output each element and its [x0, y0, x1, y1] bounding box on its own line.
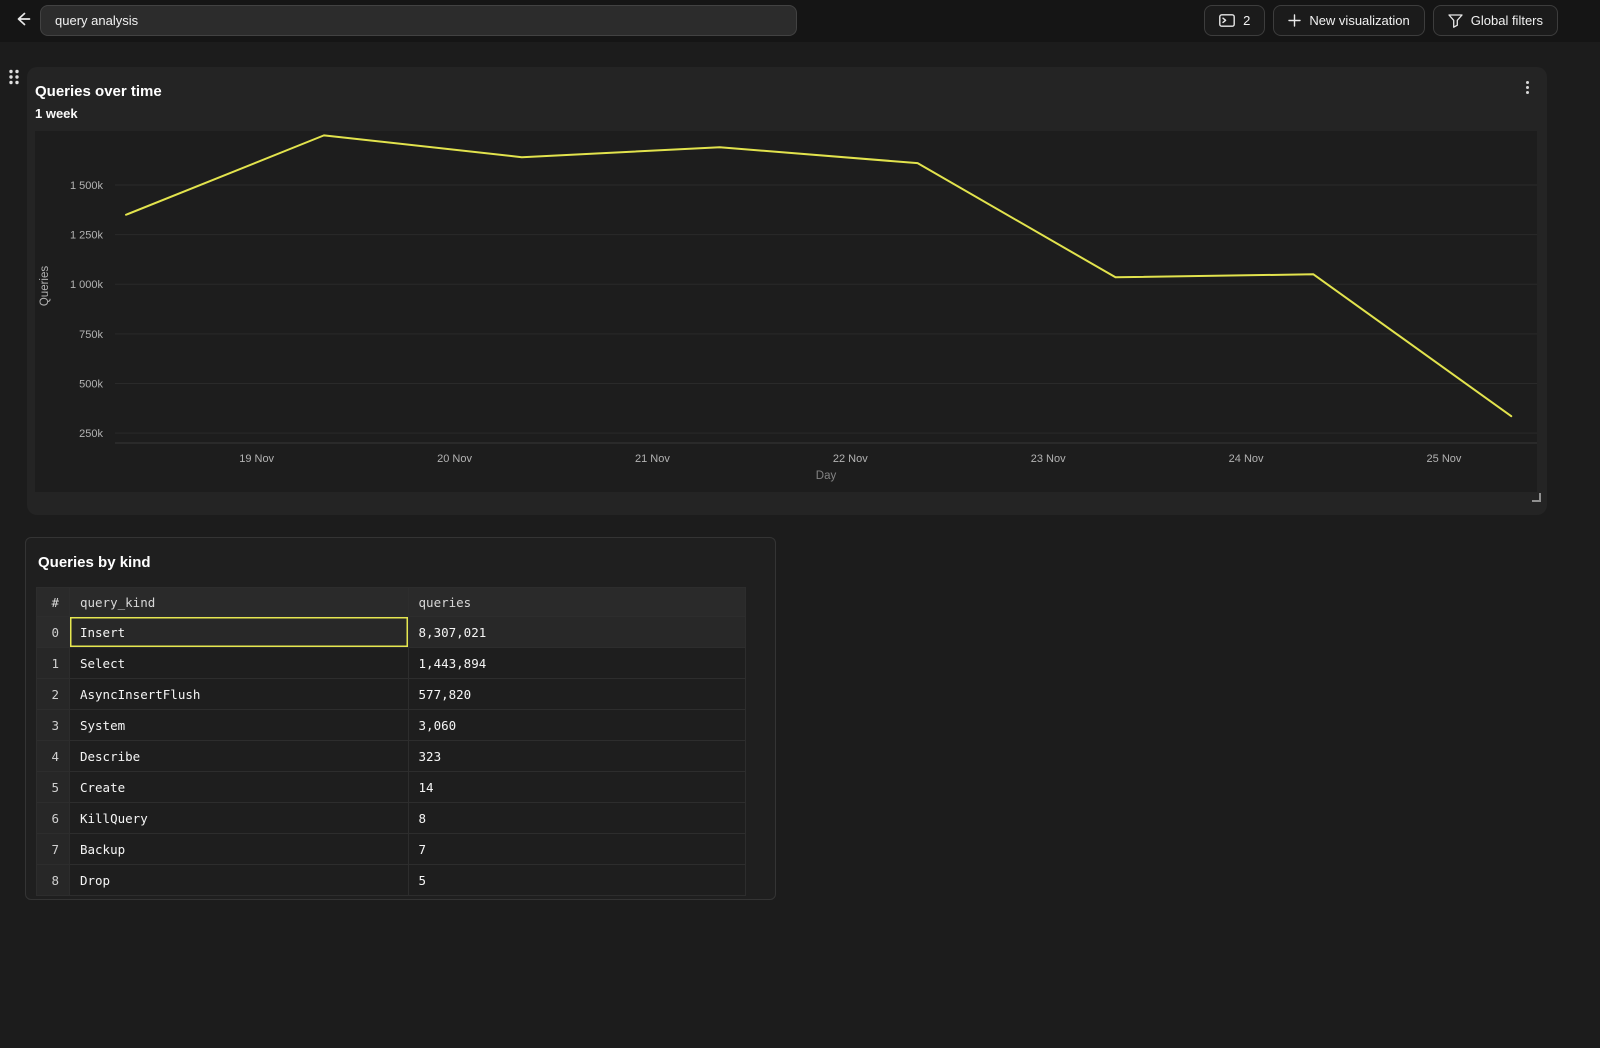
new-visualization-button[interactable]: New visualization	[1273, 5, 1425, 36]
svg-text:19 Nov: 19 Nov	[239, 453, 274, 465]
query-kind-cell[interactable]: KillQuery	[68, 802, 409, 834]
svg-text:24 Nov: 24 Nov	[1229, 453, 1264, 465]
row-index-cell[interactable]: 8	[36, 864, 70, 896]
svg-text:Day: Day	[816, 470, 837, 482]
svg-text:750k: 750k	[79, 329, 103, 341]
funnel-icon	[1448, 13, 1463, 28]
svg-text:22 Nov: 22 Nov	[833, 453, 868, 465]
grip-dots-icon[interactable]	[7, 68, 21, 86]
svg-text:1 000k: 1 000k	[70, 279, 104, 291]
query-kind-cell[interactable]: Create	[68, 771, 409, 803]
row-index-cell[interactable]: 2	[36, 678, 70, 710]
query-kind-cell[interactable]: Describe	[68, 740, 409, 772]
queries-cell[interactable]: 577,820	[407, 678, 747, 710]
table-row: 0 Insert 8,307,021	[36, 616, 747, 648]
queries-cell[interactable]: 7	[407, 833, 747, 865]
new-visualization-label: New visualization	[1309, 13, 1410, 28]
chart-panel-subtitle: 1 week	[35, 106, 78, 121]
row-index-cell[interactable]: 4	[36, 740, 70, 772]
topbar-actions: 2 New visualization Global filters	[1204, 5, 1558, 36]
row-index-cell[interactable]: 6	[36, 802, 70, 834]
svg-text:500k: 500k	[79, 378, 103, 390]
dashboard-title-input[interactable]	[40, 5, 797, 36]
query-kind-cell[interactable]: Backup	[68, 833, 409, 865]
svg-text:21 Nov: 21 Nov	[635, 453, 670, 465]
svg-text:25 Nov: 25 Nov	[1427, 453, 1462, 465]
queries-over-time-panel: Queries over time 1 week 250k 500k 750k 1 0…	[27, 67, 1547, 515]
queries-cell[interactable]: 8,307,021	[407, 616, 747, 648]
query-kind-cell[interactable]: Insert	[68, 616, 409, 648]
table-header-row: # query_kind queries	[36, 587, 747, 617]
table-row: 1 Select 1,443,894	[36, 647, 747, 679]
console-count-button[interactable]: 2	[1204, 5, 1266, 36]
queries-by-kind-table: # query_kind queries 0 Insert 8,307,021 1 Se…	[36, 587, 747, 896]
table-row: 3 System 3,060	[36, 709, 747, 741]
query-kind-cell[interactable]: System	[68, 709, 409, 741]
kebab-menu-icon[interactable]	[1520, 79, 1534, 95]
header-cell-queries[interactable]: queries	[407, 587, 747, 617]
row-index-cell[interactable]: 3	[36, 709, 70, 741]
back-button[interactable]	[8, 5, 38, 36]
header-cell-index[interactable]: #	[36, 587, 70, 617]
queries-cell[interactable]: 323	[407, 740, 747, 772]
queries-cell[interactable]: 14	[407, 771, 747, 803]
svg-text:Queries: Queries	[39, 266, 51, 307]
svg-text:250k: 250k	[79, 428, 103, 440]
console-window-icon	[1219, 14, 1235, 27]
chart-panel-title: Queries over time	[35, 83, 162, 100]
global-filters-button[interactable]: Global filters	[1432, 5, 1558, 36]
arrow-left-icon	[13, 9, 33, 32]
queries-cell[interactable]: 5	[407, 864, 747, 896]
queries-over-time-chart[interactable]: 250k 500k 750k 1 000k 1 250k 1 500k 19 Nov 20 N…	[35, 131, 1537, 492]
query-kind-cell[interactable]: Select	[68, 647, 409, 679]
query-kind-cell[interactable]: AsyncInsertFlush	[68, 678, 409, 710]
topbar: 2 New visualization Global filters	[0, 0, 1600, 42]
row-index-cell[interactable]: 0	[36, 616, 70, 648]
table-row: 8 Drop 5	[36, 864, 747, 896]
row-index-cell[interactable]: 1	[36, 647, 70, 679]
svg-text:20 Nov: 20 Nov	[437, 453, 472, 465]
table-panel-title: Queries by kind	[38, 554, 151, 571]
table-row: 5 Create 14	[36, 771, 747, 803]
table-row: 7 Backup 7	[36, 833, 747, 865]
queries-cell[interactable]: 3,060	[407, 709, 747, 741]
plus-icon	[1288, 14, 1302, 27]
table-row: 6 KillQuery 8	[36, 802, 747, 834]
table-row: 4 Describe 323	[36, 740, 747, 772]
svg-text:1 500k: 1 500k	[70, 180, 104, 192]
table-row: 2 AsyncInsertFlush 577,820	[36, 678, 747, 710]
queries-by-kind-panel: Queries by kind # query_kind queries 0 In…	[25, 537, 776, 900]
resize-corner-icon[interactable]	[1532, 493, 1541, 502]
query-kind-cell[interactable]: Drop	[68, 864, 409, 896]
queries-cell[interactable]: 8	[407, 802, 747, 834]
row-index-cell[interactable]: 5	[36, 771, 70, 803]
console-count-label: 2	[1243, 13, 1251, 28]
svg-text:23 Nov: 23 Nov	[1031, 453, 1066, 465]
global-filters-label: Global filters	[1470, 13, 1543, 28]
row-index-cell[interactable]: 7	[36, 833, 70, 865]
svg-text:1 250k: 1 250k	[70, 230, 104, 242]
queries-cell[interactable]: 1,443,894	[407, 647, 747, 679]
header-cell-query-kind[interactable]: query_kind	[68, 587, 409, 617]
